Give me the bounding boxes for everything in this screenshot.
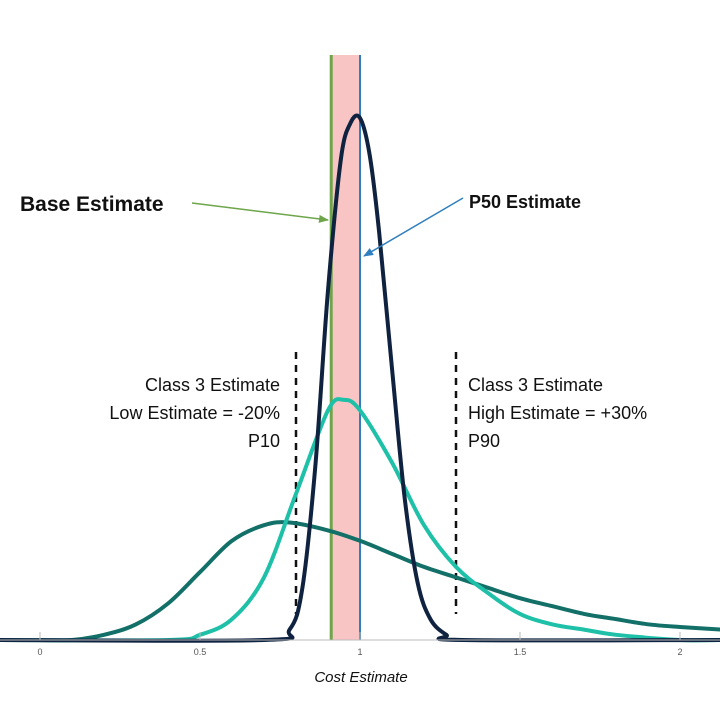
x-axis-label: Cost Estimate (314, 669, 407, 686)
x-tick-label: 0 (37, 647, 42, 657)
low-estimate-line1: Class 3 Estimate (145, 375, 280, 395)
low-estimate-line2: Low Estimate = -20% (109, 403, 280, 423)
x-tick-label: 2 (677, 647, 682, 657)
medium-distribution-curve (0, 397, 720, 643)
p50-estimate-label: P50 Estimate (469, 192, 581, 212)
base-estimate-label: Base Estimate (20, 193, 164, 216)
p50-range-band (331, 55, 360, 640)
x-tick-label: 0.5 (194, 647, 207, 657)
high-estimate-line3: P90 (468, 431, 500, 451)
x-tick-label: 1 (357, 647, 362, 657)
wide-distribution-curve (39, 520, 720, 643)
base-estimate-arrow (191, 202, 329, 223)
high-estimate-line2: High Estimate = +30% (468, 403, 647, 423)
high-estimate-line1: Class 3 Estimate (468, 375, 603, 395)
low-estimate-line3: P10 (248, 431, 280, 451)
x-tick-label: 1.5 (514, 647, 527, 657)
p50-estimate-arrow (363, 197, 464, 257)
narrow-distribution-curve (0, 113, 720, 643)
